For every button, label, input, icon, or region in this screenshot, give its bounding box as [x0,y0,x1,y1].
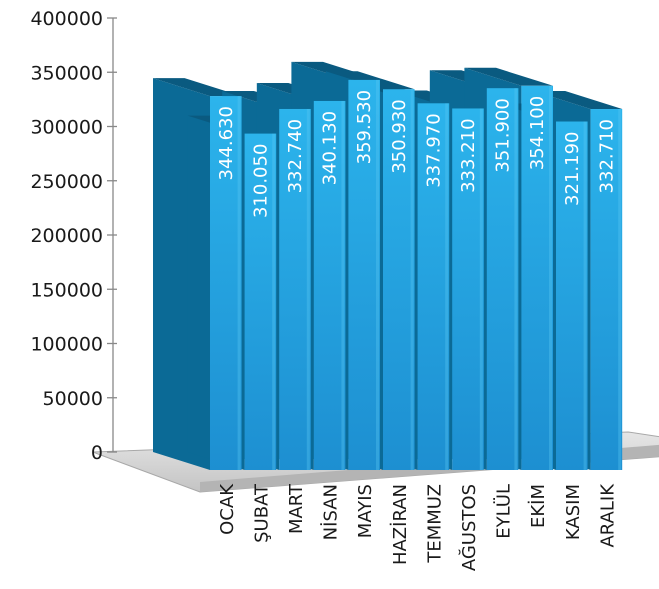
bar-highlight [410,89,414,470]
category-label: ARALIK [597,483,618,548]
bar-4 [348,79,380,471]
category-label: KASIM [563,484,584,540]
y-tick-label: 200000 [30,225,103,247]
bar-top [153,78,242,97]
bar-9 [521,85,553,470]
category-label: HAZİRAN [390,484,411,565]
y-tick-label: 100000 [30,334,103,356]
y-tick-label: 350000 [30,62,103,84]
y-tick-label: 0 [91,442,103,464]
bar-3 [313,100,346,470]
bar-highlight [306,108,310,470]
bars [153,61,623,471]
bar-7 [452,108,484,470]
y-tick-label: 250000 [30,171,103,193]
y-tick-label: 400000 [30,8,103,30]
bar-top [464,67,553,86]
labels: 344.630 OCAK 310.050 ŞUBAT 332.740 MART 340.13… [216,90,619,571]
category-label: NİSAN [321,484,342,540]
bar-5 [383,89,415,470]
category-label: EYLÜL [493,484,515,539]
y-axis: 0 50000 100000 150000 200000 250000 300000 3500… [30,8,117,464]
value-label: 354.100 [527,96,548,170]
value-label: 340.130 [320,111,341,185]
bar-highlight [514,88,518,470]
value-label: 321.190 [562,132,583,206]
bar-highlight [272,133,276,470]
bar-highlight [376,79,379,471]
category-label: MAYIS [355,484,376,538]
value-label: 333.210 [458,118,479,192]
value-label: 332.710 [596,119,617,193]
bar-2 [279,108,311,470]
value-label: 344.630 [216,106,237,180]
bar-top [533,91,623,110]
value-label: 310.050 [250,144,271,218]
category-label: AĞUSTOS [458,484,480,571]
bar-6 [417,103,450,470]
bar-highlight [445,103,449,470]
bar-1 [244,133,277,470]
category-label: TEMMUZ [424,484,445,564]
y-tick-label: 300000 [30,117,103,139]
value-label: 337.970 [423,113,444,187]
y-tick-label: 150000 [30,279,103,301]
category-label: EKİM [528,484,549,528]
bar-highlight [583,121,587,470]
bar-11 [590,109,623,471]
category-label: OCAK [217,483,238,535]
category-label: ŞUBAT [251,483,272,543]
bar-highlight [549,85,552,470]
bar-highlight [479,108,483,470]
bar-highlight [341,100,345,470]
value-label: 350.930 [389,99,410,173]
bar-0 [210,96,242,470]
value-label: 359.530 [354,90,375,164]
y-tick-label: 50000 [43,388,103,410]
bar-highlight [618,109,622,471]
value-label: 351.900 [493,98,514,172]
value-label: 332.740 [285,119,306,193]
category-label: MART [286,483,307,534]
bar-8 [486,88,519,470]
bar-10 [556,121,588,470]
bar-highlight [237,96,241,470]
